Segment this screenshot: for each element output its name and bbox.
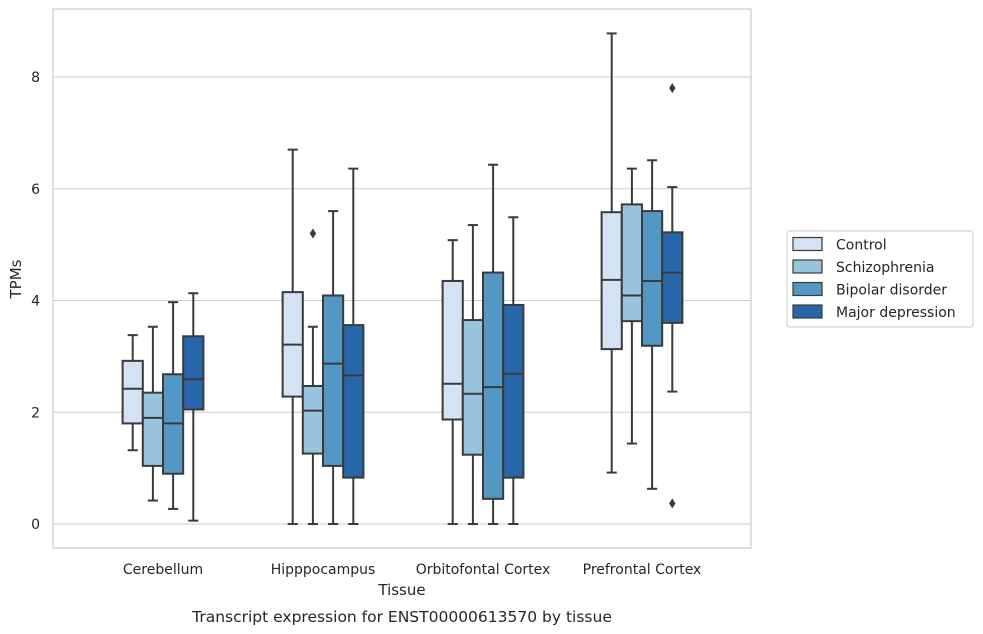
- figure-caption: Transcript expression for ENST0000061357…: [191, 608, 612, 626]
- box-body: [301, 384, 324, 455]
- legend-swatch: [792, 236, 823, 252]
- box: [600, 32, 623, 474]
- y-tick-label: 6: [31, 182, 40, 198]
- y-axis-ticks: 0 2 4 6 8: [31, 70, 40, 533]
- legend-label: Major depression: [836, 305, 956, 321]
- x-tick-label: Cerebellum: [123, 562, 203, 578]
- box: [322, 210, 345, 525]
- box: [162, 301, 185, 510]
- box: [441, 239, 464, 525]
- x-tick-label: Prefrontal Cortex: [583, 562, 702, 578]
- series-schizophrenia: [141, 167, 643, 525]
- box: [502, 216, 525, 525]
- box-body: [461, 319, 484, 456]
- y-tick-label: 8: [31, 70, 40, 86]
- series-major-depression: [182, 83, 684, 525]
- plot-frame: [52, 8, 752, 549]
- legend-swatch: [792, 259, 823, 274]
- box-body: [121, 359, 144, 425]
- legend-swatch: [792, 281, 823, 297]
- box-groups: [121, 32, 684, 525]
- legend-label: Control: [836, 238, 887, 254]
- series-control: [121, 32, 623, 525]
- x-tick-label: Hipppocampus: [271, 562, 376, 578]
- series-bipolar-disorder: [162, 159, 664, 525]
- box-body: [661, 231, 684, 324]
- y-tick-label: 4: [31, 294, 40, 310]
- x-axis-title: Tissue: [377, 581, 425, 599]
- outlier-point: [309, 228, 317, 239]
- box: [641, 159, 664, 490]
- box-body: [502, 303, 525, 479]
- outlier-point: [669, 83, 676, 94]
- box: [661, 83, 684, 509]
- x-tick-label: Orbitofontal Cortex: [416, 562, 551, 578]
- box-body: [482, 271, 505, 500]
- x-axis-ticks: Cerebellum Hipppocampus Orbitofontal Corte…: [123, 562, 701, 578]
- box: [281, 148, 304, 525]
- box: [182, 292, 205, 522]
- legend-label: Schizophrenia: [836, 260, 934, 276]
- box-body: [641, 210, 664, 347]
- legend-swatch: [792, 304, 823, 319]
- box-body: [441, 279, 464, 421]
- y-axis-title: TPMs: [7, 259, 25, 299]
- box-body: [182, 335, 205, 411]
- box: [461, 224, 484, 525]
- box: [342, 167, 365, 525]
- y-tick-label: 0: [31, 517, 40, 533]
- legend: Control Schizophrenia Bipolar disorder Majo…: [786, 230, 974, 328]
- legend-frame: [786, 230, 974, 328]
- box: [121, 334, 144, 452]
- box: [482, 163, 505, 525]
- legend-label: Bipolar disorder: [836, 283, 947, 299]
- y-tick-label: 2: [31, 405, 40, 421]
- box-body: [620, 203, 643, 323]
- outlier-point: [669, 498, 676, 509]
- box-body: [322, 294, 345, 467]
- box-body: [342, 324, 365, 479]
- box-body: [141, 391, 165, 467]
